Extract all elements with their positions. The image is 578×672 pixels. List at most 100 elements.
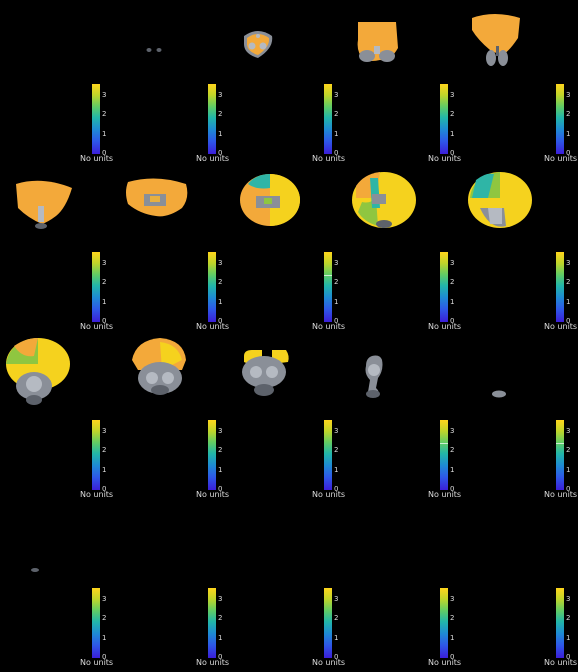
slice-panel: 0 1 2 3 No units	[464, 504, 578, 672]
colorbar-tick-label: 0	[334, 317, 339, 325]
colorbar-gradient	[556, 252, 564, 322]
colorbar-tick-label: 3	[450, 594, 455, 603]
colorbar-tick-label: 3	[102, 258, 107, 267]
colorbar-tick-label: 1	[218, 297, 223, 306]
colorbar-unit-label: No units	[544, 490, 578, 499]
slice-panel: 0 1 2 3 No units	[232, 336, 347, 504]
colorbar-tick-label: 1	[102, 297, 107, 306]
colorbar-gradient	[556, 420, 564, 490]
colorbar-tick-label: 1	[218, 633, 223, 642]
colorbar-unit-label: No units	[312, 658, 346, 667]
slice-panel: 0 1 2 3 No units	[0, 336, 115, 504]
colorbar-tick-label: 0	[218, 653, 223, 661]
colorbar-tick-label: 0	[334, 149, 339, 157]
brain-slice-image	[126, 178, 188, 217]
colorbar-value-marker	[556, 443, 564, 445]
colorbar-unit-label: No units	[196, 322, 230, 331]
brain-slice-image	[132, 338, 186, 395]
colorbar-tick-label: 1	[566, 129, 571, 138]
colorbar-gradient	[440, 84, 448, 154]
colorbar-gradient	[92, 84, 100, 154]
colorbar-unit-label: No units	[80, 154, 114, 163]
colorbar-unit-label: No units	[80, 658, 114, 667]
colorbar-tick-label: 2	[334, 446, 339, 455]
brain-slice-image	[492, 390, 506, 398]
colorbar-tick-label: 1	[334, 633, 339, 642]
colorbar-tick-label: 2	[450, 110, 455, 119]
colorbar-gradient	[92, 420, 100, 490]
colorbar-unit-label: No units	[196, 658, 230, 667]
brain-slice-image	[31, 568, 39, 572]
colorbar-gradient	[440, 420, 448, 490]
colorbar-tick-label: 1	[334, 465, 339, 474]
slice-panel: 0 1 2 3 No units	[232, 504, 347, 672]
colorbar-tick-label: 3	[566, 258, 571, 267]
colorbar-tick-label: 1	[102, 633, 107, 642]
colorbar-tick-label: 0	[218, 149, 223, 157]
colorbar-gradient	[440, 252, 448, 322]
slice-panel: 0 1 2 3 No units	[0, 0, 115, 168]
colorbar-gradient	[208, 252, 216, 322]
slice-panel: 0 1 2 3 No units	[464, 336, 578, 504]
colorbar-tick-label: 2	[102, 614, 107, 623]
colorbar-unit-label: No units	[312, 154, 346, 163]
brain-slice-image	[244, 31, 273, 58]
slice-panel: 0 1 2 3 No units	[0, 168, 115, 336]
colorbar-value-marker	[440, 443, 448, 445]
colorbar-tick-label: 2	[566, 110, 571, 119]
colorbar-tick-label: 2	[218, 614, 223, 623]
slice-panel: 0 1 2 3 No units	[116, 336, 231, 504]
brain-slice-image	[146, 48, 162, 52]
brain-slice-image	[240, 174, 300, 226]
colorbar-unit-label: No units	[428, 322, 462, 331]
brain-slice-image	[357, 22, 398, 62]
colorbar-gradient	[556, 588, 564, 658]
colorbar-unit-label: No units	[196, 154, 230, 163]
colorbar-unit-label: No units	[428, 490, 462, 499]
colorbar-tick-label: 0	[334, 653, 339, 661]
colorbar-gradient	[324, 420, 332, 490]
colorbar-gradient	[324, 84, 332, 154]
colorbar-tick-label: 3	[450, 90, 455, 99]
colorbar-tick-label: 2	[334, 110, 339, 119]
colorbar-tick-label: 0	[218, 317, 223, 325]
colorbar-unit-label: No units	[312, 322, 346, 331]
colorbar-tick-label: 0	[102, 653, 107, 661]
colorbar-tick-label: 3	[334, 594, 339, 603]
colorbar-tick-label: 0	[566, 149, 571, 157]
colorbar-tick-label: 0	[102, 149, 107, 157]
colorbar-tick-label: 0	[102, 317, 107, 325]
colorbar-tick-label: 2	[218, 446, 223, 455]
colorbar-tick-label: 3	[218, 426, 223, 435]
slice-panel: 0 1 2 3 No units	[348, 336, 463, 504]
colorbar-tick-label: 2	[566, 278, 571, 287]
colorbar-value-marker	[324, 275, 332, 277]
colorbar-unit-label: No units	[428, 658, 462, 667]
colorbar-tick-label: 0	[334, 485, 339, 493]
colorbar-tick-label: 3	[450, 426, 455, 435]
colorbar-tick-label: 0	[450, 149, 455, 157]
colorbar-tick-label: 1	[102, 465, 107, 474]
colorbar-tick-label: 1	[334, 129, 339, 138]
colorbar-tick-label: 1	[566, 465, 571, 474]
colorbar-unit-label: No units	[544, 658, 578, 667]
colorbar-tick-label: 0	[566, 485, 571, 493]
colorbar-tick-label: 1	[450, 465, 455, 474]
colorbar-tick-label: 1	[102, 129, 107, 138]
colorbar-tick-label: 3	[102, 426, 107, 435]
colorbar-unit-label: No units	[544, 154, 578, 163]
colorbar-tick-label: 0	[566, 317, 571, 325]
colorbar-tick-label: 2	[450, 278, 455, 287]
slice-panel: 0 1 2 3 No units	[464, 168, 578, 336]
slice-panel: 0 1 2 3 No units	[348, 504, 463, 672]
colorbar-unit-label: No units	[196, 490, 230, 499]
slice-panel: 0 1 2 3 No units	[116, 168, 231, 336]
colorbar-tick-label: 1	[566, 633, 571, 642]
brain-slice-image	[0, 504, 115, 588]
slice-panel: 0 1 2 3 No units	[0, 504, 115, 672]
colorbar-tick-label: 3	[102, 594, 107, 603]
colorbar-tick-label: 0	[450, 485, 455, 493]
slice-panel: 0 1 2 3 No units	[116, 504, 231, 672]
colorbar-gradient	[324, 588, 332, 658]
